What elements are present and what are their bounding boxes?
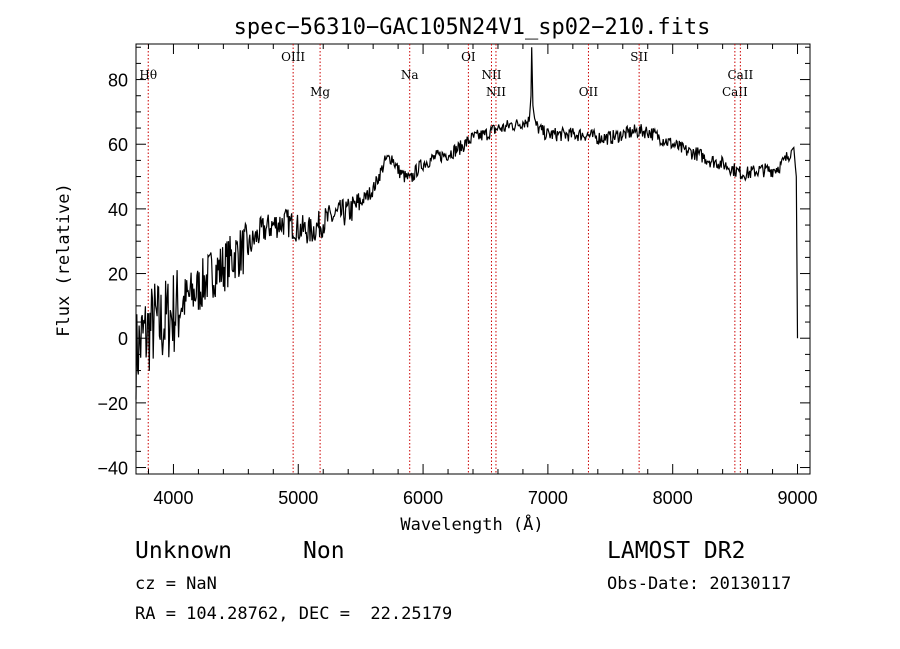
axis-ticks: 4000 5000 6000 7000 8000 9000 −40 −20 0 20 40 60 80 — [97, 44, 818, 508]
x-tick-label: 6000 — [403, 488, 443, 508]
spectral-line-label: OIII — [281, 50, 305, 64]
x-tick-label: 9000 — [777, 488, 817, 508]
spectral-line-label: NII — [486, 85, 506, 99]
spectral-line-markers: Hθ OIII Mg Na OI NII NII OII SII CaII CaII — [139, 44, 754, 474]
y-tick-label: 40 — [108, 200, 128, 220]
y-axis-label: Flux (relative) — [54, 183, 74, 337]
x-tick-label: 7000 — [528, 488, 568, 508]
redshift-value: cz = NaN — [135, 574, 217, 594]
y-tick-label: −20 — [97, 394, 128, 414]
chart-title: spec−56310−GAC105N24V1_sp02−210.fits — [234, 15, 711, 40]
spectral-line-label: OII — [579, 85, 599, 99]
plot-frame — [135, 43, 811, 475]
spectral-line-label: NII — [481, 68, 501, 82]
spectral-line-label: Mg — [310, 85, 330, 99]
spectral-line-label: CaII — [727, 68, 753, 82]
x-tick-label: 8000 — [653, 488, 693, 508]
y-tick-label: 0 — [118, 329, 128, 349]
spectral-line-label: CaII — [722, 85, 748, 99]
y-tick-label: −40 — [97, 459, 128, 479]
y-tick-label: 60 — [108, 135, 128, 155]
coordinates: RA = 104.28762, DEC = 22.25179 — [135, 604, 453, 624]
survey-name: LAMOST DR2 — [607, 538, 746, 564]
spectral-line-label: SII — [630, 50, 648, 64]
spectrum-series-line — [135, 47, 799, 400]
spectral-line-label: Hθ — [139, 68, 157, 82]
spectral-line-label: Na — [401, 68, 419, 82]
x-tick-label: 4000 — [153, 488, 193, 508]
x-axis-label: Wavelength (Å) — [400, 513, 543, 535]
observation-date: Obs-Date: 20130117 — [607, 574, 792, 594]
y-tick-label: 80 — [108, 71, 128, 91]
object-class: Unknown — [135, 538, 232, 564]
spectral-line-label: OI — [461, 50, 476, 64]
object-subclass: Non — [303, 538, 345, 564]
y-tick-label: 20 — [108, 265, 128, 285]
x-tick-label: 5000 — [278, 488, 318, 508]
